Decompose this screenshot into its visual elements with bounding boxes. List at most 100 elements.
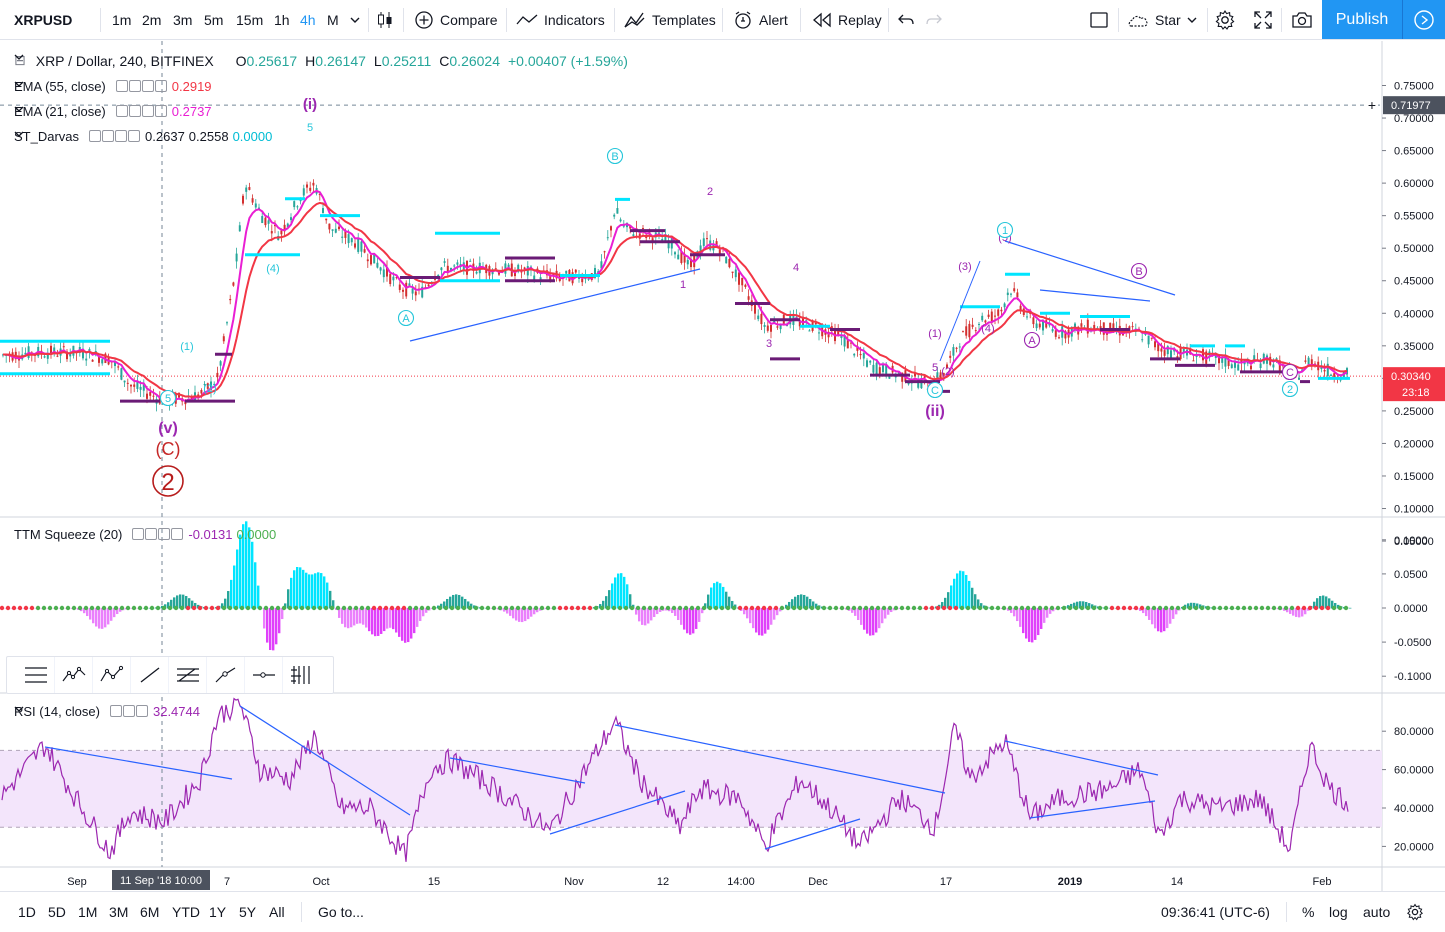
candle-body — [1013, 288, 1016, 292]
chevron-down-icon[interactable] — [14, 704, 24, 714]
drag-handle[interactable] — [7, 657, 17, 693]
volume-profile-tool[interactable] — [283, 657, 321, 693]
collapse-legend-icon[interactable]: ⊟ — [14, 52, 26, 68]
ttm-name[interactable]: TTM Squeeze (20) — [14, 527, 123, 542]
undo-button[interactable] — [897, 0, 915, 40]
range-1d[interactable]: 1D — [18, 904, 36, 920]
snapshot-button[interactable] — [1291, 0, 1313, 40]
fullscreen-icon — [1254, 11, 1272, 29]
settings-icon[interactable] — [145, 528, 158, 540]
chevron-down-icon[interactable] — [14, 104, 24, 114]
squeeze-dot — [989, 605, 995, 611]
chevron-down-icon[interactable] — [14, 52, 24, 62]
squeeze-dot — [701, 605, 707, 611]
ema55-name[interactable]: EMA (55, close) — [14, 79, 106, 94]
ttm-bar — [767, 608, 770, 630]
close-icon[interactable] — [154, 105, 167, 117]
chart-area[interactable]: 0.75000 0.70000 0.65000 0.60000 0.55000 0.500… — [0, 41, 1445, 891]
elliott-impulse-tool[interactable] — [55, 657, 93, 693]
ema21-name[interactable]: EMA (21, close) — [14, 104, 106, 119]
publish-menu-button[interactable] — [1402, 0, 1445, 39]
squeeze-dot — [1103, 605, 1109, 611]
add-icon[interactable] — [141, 80, 154, 92]
candle-body — [1157, 343, 1160, 352]
symbol-search[interactable]: XRPUSD — [14, 12, 73, 28]
trendline-tool[interactable] — [131, 657, 169, 693]
chart-settings-button[interactable] — [1406, 892, 1424, 932]
close-icon[interactable] — [128, 130, 141, 142]
indicators-button[interactable]: Indicators — [516, 0, 605, 40]
chevron-down-icon[interactable] — [14, 129, 24, 139]
lines-tool[interactable] — [17, 657, 55, 693]
path-tool[interactable] — [207, 657, 245, 693]
alert-button[interactable]: Alert — [733, 0, 788, 40]
interval-3m[interactable]: 3m — [173, 12, 193, 28]
eye-icon[interactable] — [109, 705, 122, 717]
auto-toggle[interactable]: auto — [1363, 904, 1391, 920]
close-icon[interactable] — [154, 80, 167, 92]
eye-icon[interactable] — [115, 80, 128, 92]
range-1m[interactable]: 1M — [78, 904, 98, 920]
publish-button[interactable]: Publish — [1322, 0, 1402, 39]
interval-4h[interactable]: 4h — [300, 12, 316, 28]
ttm-bar — [227, 591, 230, 609]
candles-icon — [378, 12, 392, 28]
settings-button[interactable] — [1214, 0, 1236, 40]
range-1y[interactable]: 1Y — [209, 904, 227, 920]
squeeze-dot — [881, 605, 887, 611]
darvas-name[interactable]: ST_Darvas — [14, 129, 80, 144]
compare-button[interactable]: Compare — [414, 0, 498, 40]
interval-15m[interactable]: 15m — [236, 12, 264, 28]
ttm-bar — [1025, 608, 1028, 639]
interval-dropdown[interactable] — [350, 0, 360, 40]
interval-2m[interactable]: 2m — [142, 12, 162, 28]
candle-body — [901, 372, 904, 382]
horizontal-ray-tool[interactable] — [245, 657, 283, 693]
chart-type-button[interactable] — [376, 0, 394, 40]
settings-icon[interactable] — [128, 80, 141, 92]
log-toggle[interactable]: log — [1329, 904, 1348, 920]
fib-tool[interactable] — [169, 657, 207, 693]
range-all[interactable]: All — [269, 904, 285, 920]
add-icon[interactable] — [141, 105, 154, 117]
candle-body — [24, 352, 27, 355]
candle-body — [1035, 323, 1038, 329]
interval-1h[interactable]: 1h — [274, 12, 290, 28]
range-ytd[interactable]: YTD — [172, 904, 200, 920]
interval-5m[interactable]: 5m — [204, 12, 224, 28]
percent-toggle[interactable]: % — [1302, 904, 1315, 920]
chart-canvas[interactable]: 0.75000 0.70000 0.65000 0.60000 0.55000 0.500… — [0, 41, 1445, 891]
star-button[interactable]: Star — [1125, 0, 1197, 40]
rsi-name[interactable]: RSI (14, close) — [14, 704, 100, 719]
candle-body — [878, 367, 881, 374]
range-5d[interactable]: 5D — [48, 904, 66, 920]
settings-icon[interactable] — [102, 130, 115, 142]
candle-body — [699, 245, 702, 255]
candle-body — [949, 355, 952, 358]
close-icon[interactable] — [171, 528, 184, 540]
interval-1m[interactable]: 1m — [112, 12, 132, 28]
settings-icon[interactable] — [122, 705, 135, 717]
fullscreen-button[interactable] — [1254, 0, 1272, 40]
eye-icon[interactable] — [115, 105, 128, 117]
range-3m[interactable]: 3M — [109, 904, 129, 920]
select-layout-button[interactable] — [1089, 0, 1109, 40]
eye-icon[interactable] — [89, 130, 102, 142]
goto-button[interactable]: Go to... — [318, 904, 364, 920]
elliott-correction-tool[interactable] — [93, 657, 131, 693]
redo-button[interactable] — [925, 0, 943, 40]
clock[interactable]: 09:36:41 (UTC-6) — [1161, 904, 1270, 920]
close-icon[interactable] — [135, 705, 148, 717]
range-6m[interactable]: 6M — [140, 904, 160, 920]
replay-button[interactable]: Replay — [812, 0, 882, 40]
squeeze-dot — [1307, 605, 1313, 611]
add-icon[interactable] — [115, 130, 128, 142]
interval-month[interactable]: M — [327, 12, 339, 28]
settings-icon[interactable] — [128, 105, 141, 117]
eye-icon[interactable] — [132, 528, 145, 540]
range-5y[interactable]: 5Y — [239, 904, 257, 920]
add-icon[interactable] — [158, 528, 171, 540]
templates-button[interactable]: Templates — [624, 0, 716, 40]
chevron-down-icon[interactable] — [14, 79, 24, 89]
ttm-bar — [812, 601, 815, 609]
